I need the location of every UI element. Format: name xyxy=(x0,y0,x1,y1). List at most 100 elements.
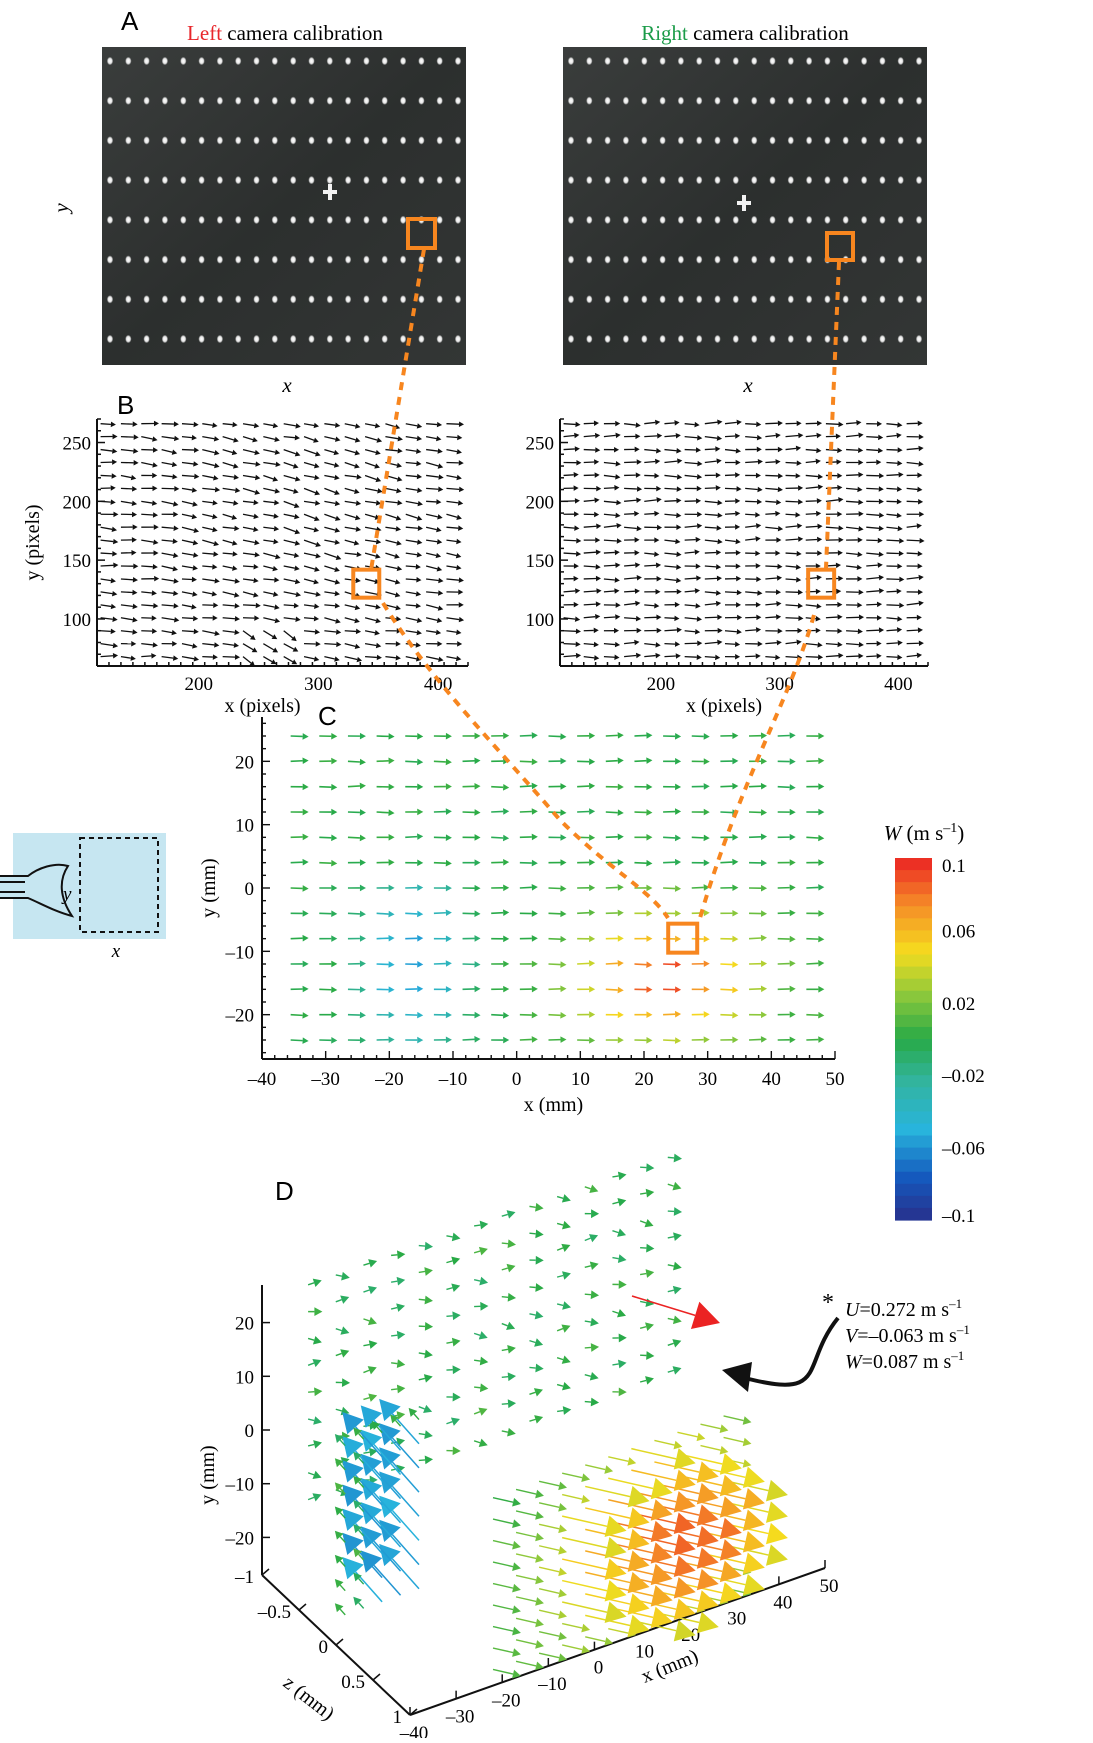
displacement-vector xyxy=(685,512,703,517)
colorbar-segment xyxy=(895,1027,932,1040)
displacement-vector xyxy=(604,447,619,452)
displacement-vector xyxy=(564,602,579,607)
colorbar-segment xyxy=(895,1148,932,1161)
displacement-vector xyxy=(644,459,660,464)
velocity-vector xyxy=(634,910,652,917)
calibration-dot xyxy=(418,97,424,105)
colorbar-segment xyxy=(895,991,932,1004)
displacement-vector xyxy=(101,473,117,478)
calibration-dot xyxy=(604,216,610,224)
displacement-vector xyxy=(705,564,721,569)
displacement-vector xyxy=(786,473,801,478)
displacement-vector xyxy=(345,552,362,557)
displacement-vector xyxy=(705,513,723,518)
displacement-vector xyxy=(604,642,620,647)
displacement-vector xyxy=(564,460,582,465)
velocity-vector xyxy=(778,758,796,765)
velocity-vector xyxy=(606,834,624,841)
displacement-vector xyxy=(604,523,622,528)
displacement-vector xyxy=(786,485,804,490)
velocity-vector-3d xyxy=(516,1640,544,1649)
calibration-dot xyxy=(272,295,278,303)
displacement-vector xyxy=(705,500,723,505)
displacement-vector xyxy=(846,460,863,466)
calibration-dot xyxy=(861,136,867,144)
velocity-vector xyxy=(377,758,395,765)
velocity-vector xyxy=(377,1036,395,1043)
colorbar-segment xyxy=(895,1136,932,1149)
displacement-vector xyxy=(584,498,600,503)
panel-a-left-title: Left camera calibration xyxy=(187,21,383,45)
displacement-vector xyxy=(604,474,621,479)
displacement-vector xyxy=(243,644,257,653)
displacement-vector xyxy=(182,629,199,634)
velocity-vector xyxy=(720,884,738,891)
displacement-vector xyxy=(141,653,156,658)
velocity-vector-3d xyxy=(474,1221,488,1230)
displacement-vector xyxy=(202,500,217,505)
velocity-vector xyxy=(778,986,796,993)
annotation-v: V=–0.063 m s–1 xyxy=(845,1322,970,1347)
displacement-vector xyxy=(907,446,924,451)
displacement-vector xyxy=(345,618,360,623)
velocity-vector xyxy=(634,834,652,841)
displacement-vector xyxy=(685,447,701,452)
displacement-vector xyxy=(786,628,803,634)
calibration-dot xyxy=(879,335,885,343)
displacement-vector xyxy=(886,577,904,582)
panel-a-left-ylabel: y xyxy=(49,203,73,215)
velocity-vector-3d xyxy=(493,1584,521,1593)
y-tick-label: –10 xyxy=(225,942,255,963)
calibration-dot xyxy=(824,97,830,105)
displacement-vector xyxy=(202,475,218,480)
displacement-vector xyxy=(324,514,340,521)
x-tick-label: 40 xyxy=(773,1592,792,1613)
displacement-vector xyxy=(141,628,157,633)
velocity-vector xyxy=(463,935,481,942)
displacement-vector xyxy=(584,512,599,517)
calibration-dot xyxy=(586,57,592,65)
velocity-vector-3d xyxy=(612,1309,626,1317)
displacement-vector xyxy=(202,463,219,469)
calibration-dot xyxy=(162,216,168,224)
velocity-vector xyxy=(577,1037,595,1044)
velocity-vector-3d xyxy=(668,1207,682,1216)
velocity-vector xyxy=(606,809,624,816)
calibration-cross-marker xyxy=(328,184,332,200)
calibration-dot xyxy=(143,295,149,303)
displacement-vector xyxy=(564,641,581,646)
velocity-vector xyxy=(348,885,366,892)
calibration-dot xyxy=(568,335,574,343)
displacement-vector xyxy=(385,655,400,660)
velocity-vector-3d xyxy=(529,1388,543,1396)
calibration-dot xyxy=(180,335,186,343)
displacement-vector xyxy=(284,631,297,641)
velocity-vector xyxy=(377,784,395,791)
displacement-vector xyxy=(324,618,340,624)
velocity-vector xyxy=(749,732,767,739)
colorbar-segment xyxy=(895,1063,932,1076)
displacement-vector xyxy=(886,433,901,438)
displacement-vector xyxy=(426,514,443,519)
calibration-dot xyxy=(400,97,406,105)
velocity-vector-3d xyxy=(474,1277,488,1286)
calibration-dot xyxy=(418,176,424,184)
calibration-dot xyxy=(751,176,757,184)
displacement-vector xyxy=(685,629,701,634)
displacement-vector xyxy=(284,463,299,469)
velocity-vector xyxy=(720,834,738,841)
displacement-vector xyxy=(826,525,844,530)
velocity-vector-3d xyxy=(668,1366,682,1374)
velocity-vector-3d xyxy=(557,1271,571,1279)
displacement-vector xyxy=(644,642,660,647)
panel-a-left-xlabel: x xyxy=(281,373,292,397)
velocity-vector-3d xyxy=(363,1286,377,1294)
displacement-vector xyxy=(806,474,823,479)
velocity-vector-3d xyxy=(529,1364,543,1373)
displacement-vector xyxy=(765,628,782,633)
colorbar-segment xyxy=(895,942,932,955)
calibration-dot xyxy=(623,136,629,144)
displacement-vector xyxy=(745,641,763,646)
displacement-vector xyxy=(263,462,280,467)
displacement-vector xyxy=(162,436,180,441)
